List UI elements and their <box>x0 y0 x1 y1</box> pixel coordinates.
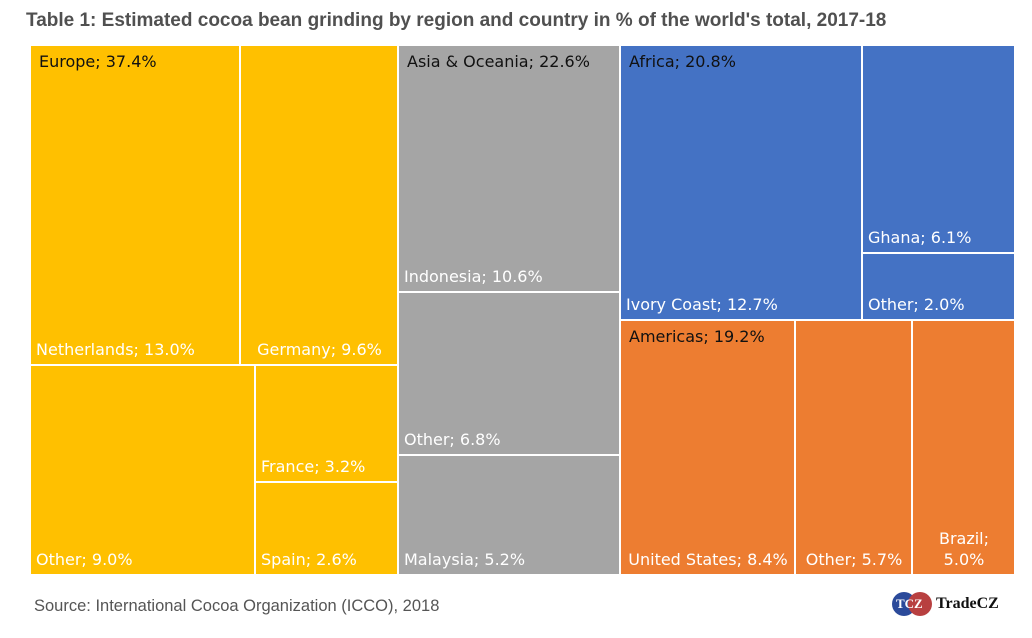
country-label: Other; 9.0% <box>36 550 133 569</box>
country-label: Malaysia; 5.2% <box>404 550 526 569</box>
treemap-cell-europe-germany: Germany; 9.6% <box>240 45 398 365</box>
country-label: Brazil; 5.0% <box>938 529 990 569</box>
treemap-cell-americas-other: Other; 5.7% <box>795 320 912 575</box>
country-label: Other; 6.8% <box>404 430 501 449</box>
treemap-cell-africa-other: Other; 2.0% <box>862 253 1015 320</box>
country-label: Netherlands; 13.0% <box>36 340 195 359</box>
logo-name: TradeCZ <box>936 595 999 612</box>
logo-circle-red: TCZ <box>896 592 932 616</box>
chart-title: Table 1: Estimated cocoa bean grinding b… <box>26 10 887 31</box>
region-label: Africa; 20.8% <box>629 52 736 71</box>
treemap-cell-americas-united-states: Americas; 19.2% United States; 8.4% <box>620 320 795 575</box>
treemap-cell-africa-ghana: Ghana; 6.1% <box>862 45 1015 253</box>
treemap-cell-americas-brazil: Brazil; 5.0% <box>912 320 1015 575</box>
country-label: Indonesia; 10.6% <box>404 267 543 286</box>
country-label: Other; 2.0% <box>868 295 965 314</box>
treemap-cell-europe-france: France; 3.2% <box>255 365 398 482</box>
treemap-cell-europe-other: Other; 9.0% <box>30 365 255 575</box>
country-label: Spain; 2.6% <box>261 550 357 569</box>
treemap-cell-asia-oceania-other: Other; 6.8% <box>398 292 620 455</box>
country-label: Ghana; 6.1% <box>868 228 972 247</box>
country-label: United States; 8.4% <box>628 550 788 569</box>
country-label: France; 3.2% <box>261 457 366 476</box>
country-label: Ivory Coast; 12.7% <box>626 295 778 314</box>
region-label: Americas; 19.2% <box>629 327 765 346</box>
treemap-cell-europe-spain: Spain; 2.6% <box>255 482 398 575</box>
region-label: Europe; 37.4% <box>39 52 157 71</box>
treemap-cell-europe-netherlands: Europe; 37.4% Netherlands; 13.0% <box>30 45 240 365</box>
source-note: Source: International Cocoa Organization… <box>34 597 440 615</box>
region-label: Asia & Oceania; 22.6% <box>407 52 590 71</box>
treemap-cell-africa-ivory-coast: Africa; 20.8% Ivory Coast; 12.7% <box>620 45 862 320</box>
treemap-cell-asia-oceania-malaysia: Malaysia; 5.2% <box>398 455 620 575</box>
logo-mark: TCZ <box>896 596 923 611</box>
tradecz-logo: TCZ TradeCZ <box>892 592 999 616</box>
treemap-cell-asia-oceania-indonesia: Asia & Oceania; 22.6% Indonesia; 10.6% <box>398 45 620 292</box>
country-label: Other; 5.7% <box>805 550 903 569</box>
country-label: Germany; 9.6% <box>257 340 382 359</box>
